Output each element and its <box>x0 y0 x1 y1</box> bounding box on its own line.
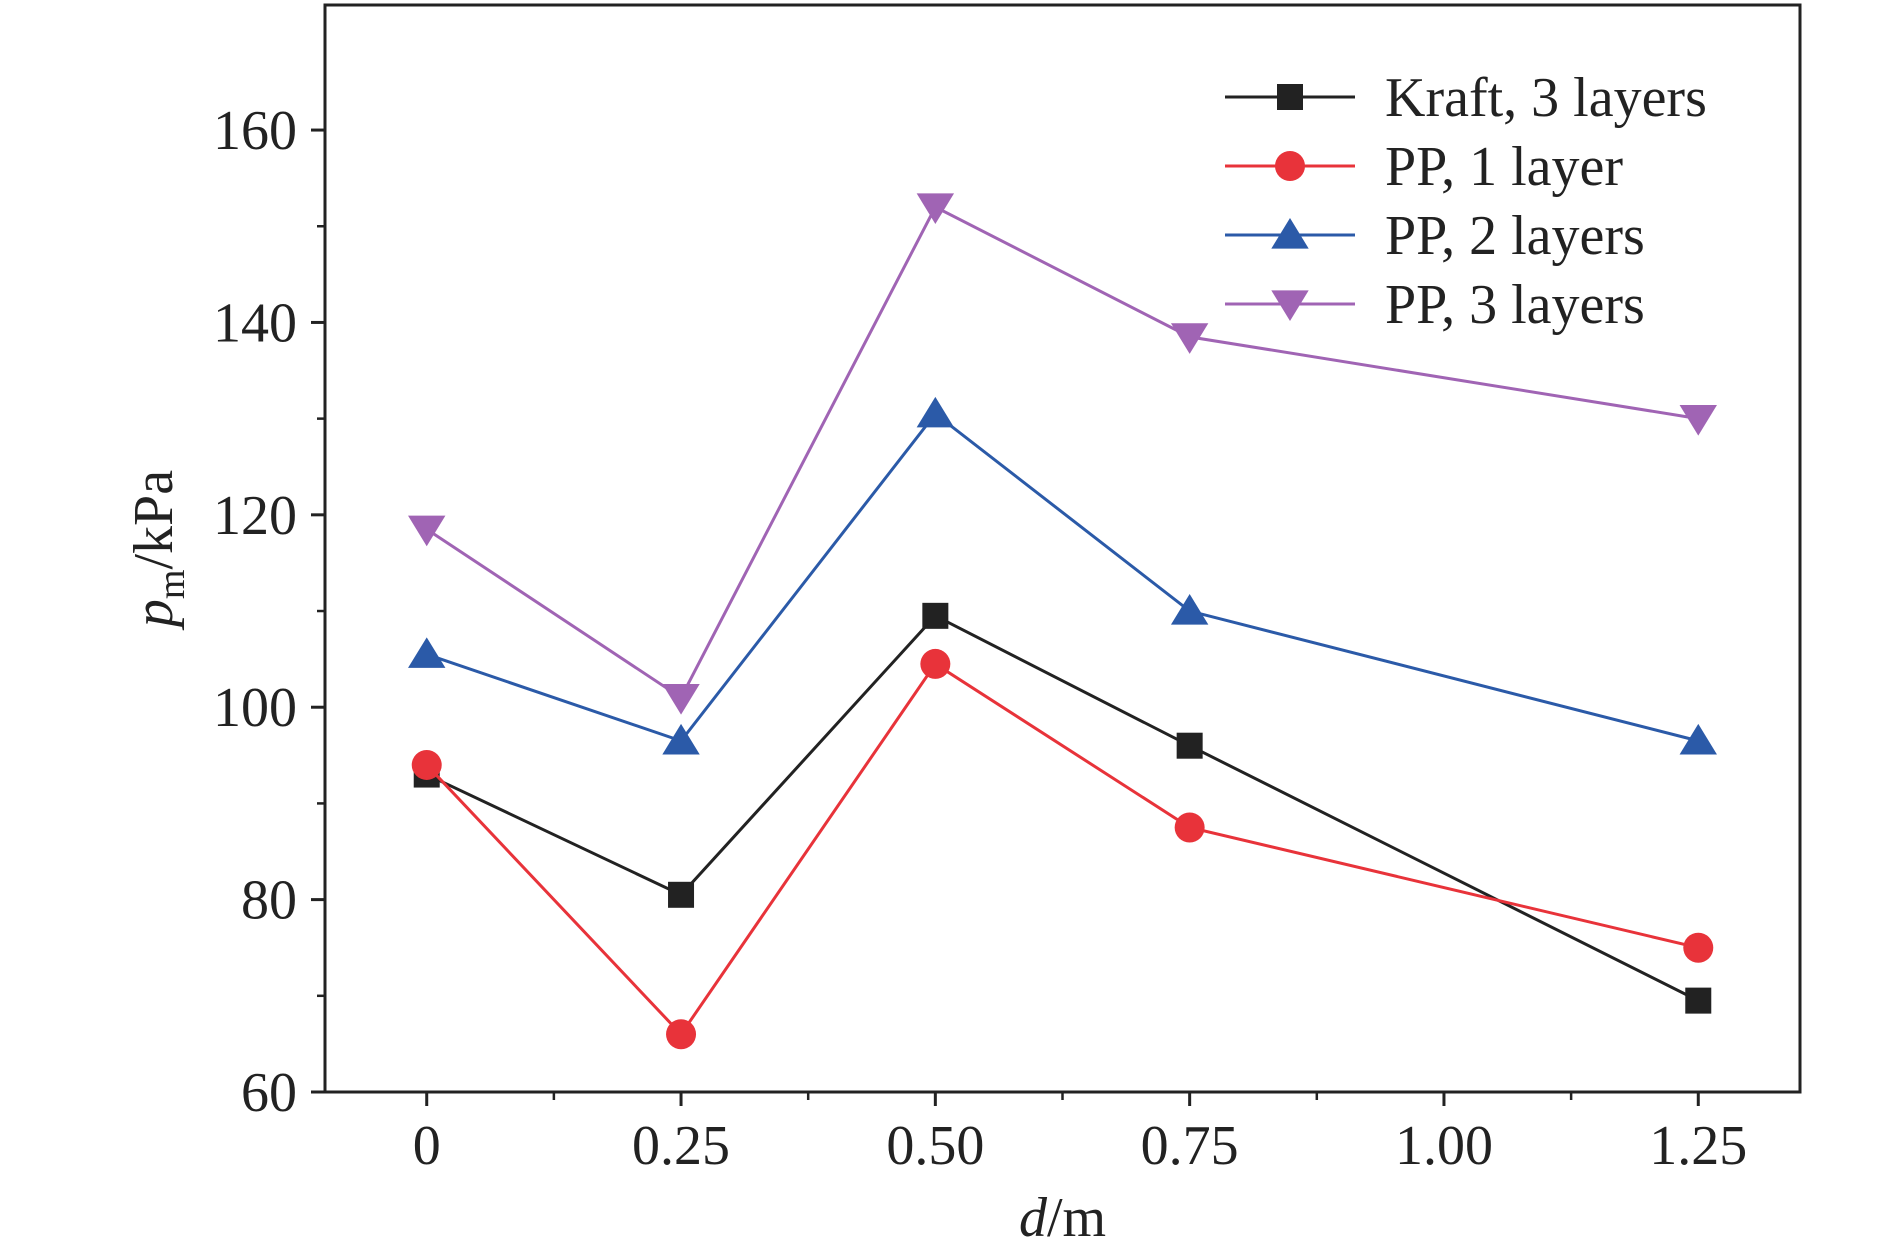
y-axis-label-sub: m <box>151 570 193 600</box>
series-line <box>426 613 1699 1002</box>
legend-marker <box>1277 84 1303 110</box>
legend-label: PP, 1 layer <box>1385 136 1623 198</box>
y-tick-label: 60 <box>241 1062 297 1124</box>
legend-item-2: PP, 2 layers <box>1225 205 1645 267</box>
x-tick-label: 0.25 <box>632 1115 730 1177</box>
series-1 <box>411 648 1714 1050</box>
series-3 <box>408 193 1717 715</box>
data-point <box>1174 812 1205 843</box>
y-tick-label: 160 <box>213 100 297 162</box>
legend-label: Kraft, 3 layers <box>1385 67 1707 129</box>
series-group <box>408 193 1717 1050</box>
axes: 0 0.25 0.50 0.75 1.00 1.25 60 80 100 120 140 160 d/m… <box>123 3 1802 1249</box>
series-line <box>426 411 1699 743</box>
y-tick-label: 100 <box>213 677 297 739</box>
legend: Kraft, 3 layers PP, 1 layer PP, 2 layers PP… <box>1225 67 1707 336</box>
legend-item-3: PP, 3 layers <box>1225 274 1645 336</box>
x-tick-label: 1.25 <box>1649 1115 1747 1177</box>
data-point <box>1679 405 1717 436</box>
data-point <box>411 749 442 780</box>
y-axis-label-var: p <box>123 599 185 631</box>
legend-marker <box>1271 290 1309 321</box>
data-point <box>1683 932 1714 963</box>
y-tick-label: 140 <box>213 292 297 354</box>
data-point <box>920 648 951 679</box>
legend-label: PP, 3 layers <box>1385 274 1645 336</box>
x-tick-label: 1.00 <box>1395 1115 1493 1177</box>
x-tick-label: 0.75 <box>1141 1115 1239 1177</box>
data-point <box>408 637 446 668</box>
x-tick-label: 0 <box>413 1115 441 1177</box>
y-tick-label: 80 <box>241 870 297 932</box>
data-point <box>662 723 700 755</box>
data-point <box>1679 723 1717 755</box>
data-point <box>1170 594 1209 625</box>
x-axis-label-unit: /m <box>1047 1187 1106 1244</box>
x-axis-label: d/m <box>1019 1187 1106 1244</box>
data-point <box>916 396 955 428</box>
y-axis-label-unit: /kPa <box>123 470 185 570</box>
data-point <box>666 1019 697 1050</box>
y-tick-label: 120 <box>213 485 297 547</box>
data-point <box>1170 323 1209 354</box>
data-point <box>916 193 955 225</box>
legend-item-1: PP, 1 layer <box>1225 136 1623 198</box>
data-point <box>1685 987 1712 1014</box>
series-2 <box>408 396 1717 755</box>
data-point <box>668 881 695 908</box>
legend-marker <box>1271 218 1309 249</box>
legend-marker <box>1275 151 1305 181</box>
legend-label: PP, 2 layers <box>1385 205 1645 267</box>
data-point <box>1176 732 1203 759</box>
data-point <box>408 515 446 547</box>
x-tick-label: 0.50 <box>886 1115 984 1177</box>
x-axis-label-var: d <box>1019 1187 1048 1244</box>
y-axis-label: pm/kPa <box>123 470 193 631</box>
series-0 <box>413 602 1712 1014</box>
data-point <box>662 684 700 715</box>
legend-item-0: Kraft, 3 layers <box>1225 67 1707 129</box>
data-point <box>922 602 949 629</box>
